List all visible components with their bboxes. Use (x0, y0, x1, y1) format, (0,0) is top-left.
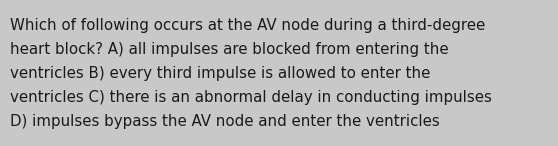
Text: D) impulses bypass the AV node and enter the ventricles: D) impulses bypass the AV node and enter… (10, 114, 440, 129)
Text: Which of following occurs at the AV node during a third-degree: Which of following occurs at the AV node… (10, 18, 485, 33)
Text: ventricles C) there is an abnormal delay in conducting impulses: ventricles C) there is an abnormal delay… (10, 90, 492, 105)
Text: ventricles B) every third impulse is allowed to enter the: ventricles B) every third impulse is all… (10, 66, 430, 81)
Text: heart block? A) all impulses are blocked from entering the: heart block? A) all impulses are blocked… (10, 42, 449, 57)
